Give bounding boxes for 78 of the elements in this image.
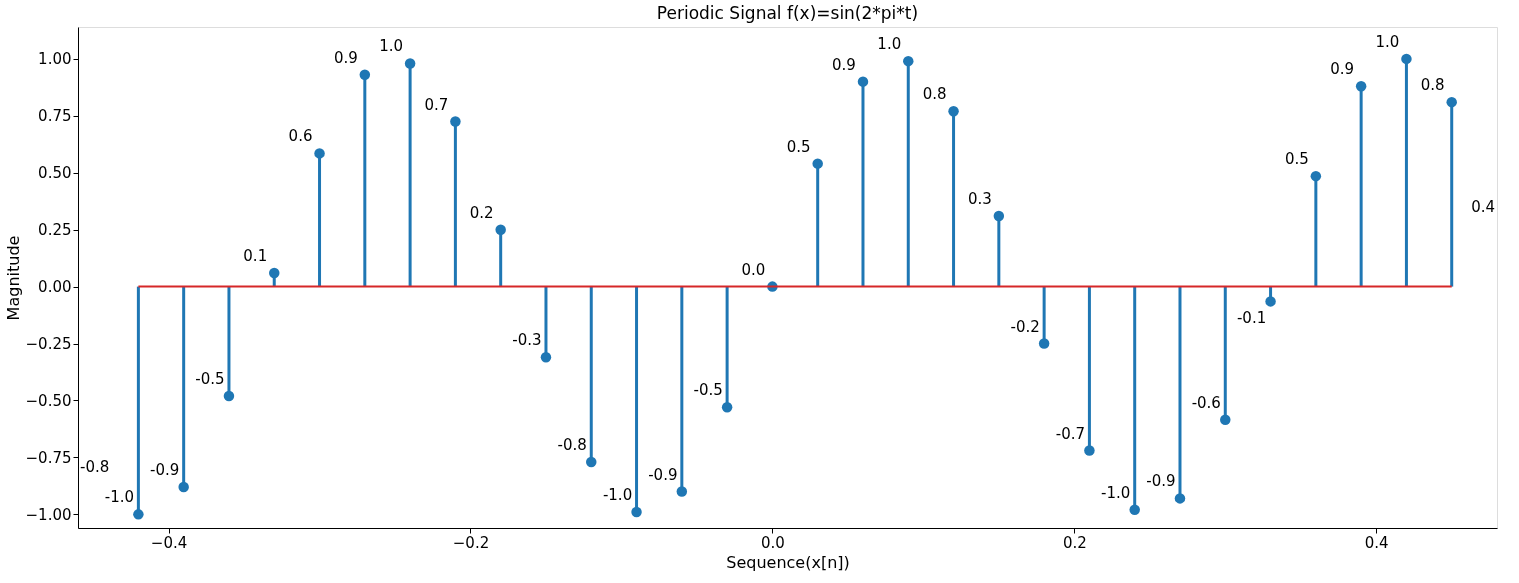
x-tick-label: −0.2 <box>452 533 490 552</box>
data-label: 0.5 <box>1284 150 1309 169</box>
point <box>676 486 688 497</box>
y-tick-label: −1.00 <box>25 505 72 524</box>
y-tick-label: 0.00 <box>38 278 72 297</box>
point <box>314 148 325 159</box>
y-axis-title: Magnitude <box>3 235 23 321</box>
point <box>721 402 733 413</box>
point <box>1355 80 1367 92</box>
point <box>404 58 416 69</box>
point <box>495 224 506 235</box>
data-label: -0.5 <box>195 369 225 388</box>
point <box>223 390 235 402</box>
data-label: -1.0 <box>104 488 135 507</box>
data-label: -0.8 <box>557 435 587 454</box>
data-label: -0.1 <box>1236 309 1267 328</box>
y-tick-label: 1.00 <box>38 50 72 69</box>
data-label: 0.5 <box>786 137 811 156</box>
annotation: -0.8 <box>80 458 110 476</box>
point <box>450 116 461 127</box>
chart-title: Periodic Signal f(x)=sin(2*pi*t) <box>656 3 919 23</box>
point <box>1129 504 1140 516</box>
point <box>631 506 642 518</box>
point <box>1401 53 1412 65</box>
point <box>1038 338 1050 349</box>
x-tick-label: 0.2 <box>1062 533 1087 552</box>
data-label: -0.9 <box>648 465 678 484</box>
data-label: 0.9 <box>832 55 856 74</box>
y-tick-label: −0.75 <box>25 448 72 467</box>
y-tick-label: −0.25 <box>25 335 72 354</box>
data-label: 0.1 <box>243 246 268 265</box>
point <box>1084 445 1095 456</box>
point <box>1174 493 1186 504</box>
y-tick-label: 0.50 <box>38 164 72 183</box>
data-label: 0.9 <box>333 48 358 67</box>
point <box>133 509 144 520</box>
point <box>178 481 189 493</box>
point <box>359 69 371 81</box>
data-label: -1.0 <box>1101 483 1131 502</box>
point <box>812 158 823 169</box>
data-label: -0.9 <box>1146 472 1176 491</box>
data-label: -0.6 <box>1191 393 1221 412</box>
y-tick-label: 0.75 <box>38 107 72 126</box>
point <box>540 351 552 363</box>
data-label: -1.0 <box>602 486 633 505</box>
point <box>993 210 1005 222</box>
y-tick-label: 0.25 <box>38 221 72 240</box>
data-label: 0.6 <box>288 127 313 146</box>
data-label: 1.0 <box>877 35 902 54</box>
data-label: 0.0 <box>741 260 766 279</box>
data-label: -0.2 <box>1010 317 1040 336</box>
point <box>1220 414 1231 426</box>
point <box>269 267 280 279</box>
data-label: 0.7 <box>424 95 449 114</box>
y-tick-label: −0.50 <box>25 391 72 410</box>
x-axis-title: Sequence(x[n]) <box>726 552 850 572</box>
data-label: 0.8 <box>922 85 947 104</box>
data-label: 1.0 <box>1375 32 1400 51</box>
point <box>586 456 597 468</box>
x-tick-label: 0.4 <box>1364 533 1389 552</box>
data-label: 0.3 <box>967 190 992 209</box>
point <box>903 55 914 67</box>
data-label: -0.9 <box>150 461 180 480</box>
data-label: -0.5 <box>693 381 723 400</box>
point <box>857 76 869 87</box>
point <box>1265 296 1276 307</box>
data-label: 1.0 <box>379 37 404 56</box>
data-label: 0.9 <box>1330 60 1355 79</box>
point <box>948 106 959 117</box>
x-tick-label: −0.4 <box>150 533 188 552</box>
data-label: -0.7 <box>1055 424 1086 443</box>
data-label: -0.3 <box>512 331 542 350</box>
annotation: 0.4 <box>1471 198 1495 216</box>
data-label: 0.8 <box>1420 76 1445 95</box>
point <box>1446 96 1457 108</box>
point <box>1310 170 1322 182</box>
data-label: 0.2 <box>469 203 494 222</box>
x-tick-label: 0.0 <box>760 533 785 552</box>
